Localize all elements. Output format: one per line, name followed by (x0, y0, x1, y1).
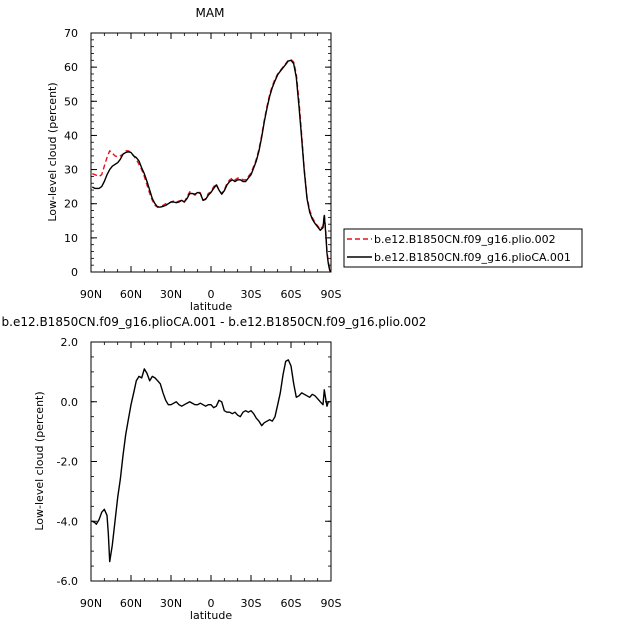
top-y-tick-label: 20 (64, 198, 78, 211)
bottom-y-tick-label: 0.0 (61, 396, 79, 409)
bottom-xlabel: latitude (190, 609, 232, 622)
top-x-tick-label: 0 (208, 288, 215, 301)
top-y-tick-label: 40 (64, 129, 78, 142)
bottom-x-tick-label: 90S (321, 597, 342, 610)
top-y-axis: 0 10 20 30 40 50 60 70 (64, 27, 331, 279)
top-x-tick-label: 30N (160, 288, 182, 301)
legend: b.e12.B1850CN.f09_g16.plio.002 b.e12.B18… (343, 228, 583, 268)
bottom-x-tick-label: 30N (160, 597, 182, 610)
bottom-x-tick-label: 30S (241, 597, 262, 610)
top-y-tick-label: 50 (64, 95, 78, 108)
bottom-title: b.e12.B1850CN.f09_g16.plioCA.001 - b.e12… (2, 315, 427, 329)
legend-label-plioca: b.e12.B1850CN.f09_g16.plioCA.001 (374, 251, 571, 264)
bottom-y-axis: -6.0 -4.0 -2.0 0.0 2.0 (57, 336, 331, 588)
top-y-tick-label: 10 (64, 232, 78, 245)
bottom-y-tick-label: -4.0 (57, 515, 78, 528)
legend-box (343, 228, 583, 268)
top-y-tick-label: 70 (64, 27, 78, 40)
top-x-tick-label: 90N (80, 288, 102, 301)
top-x-tick-label: 90S (321, 288, 342, 301)
top-y-tick-label: 0 (71, 266, 78, 279)
bottom-plot-frame (90, 341, 332, 582)
bottom-panel: b.e12.B1850CN.f09_g16.plioCA.001 - b.e12… (2, 315, 427, 622)
top-series-line-0 (92, 58, 332, 273)
top-y-tick-label: 60 (64, 61, 78, 74)
top-ylabel: Low-level cloud (percent) (46, 82, 59, 221)
top-y-tick-label: 30 (64, 164, 78, 177)
top-x-tick-label: 60N (120, 288, 142, 301)
top-x-tick-label: 60S (281, 288, 302, 301)
bottom-y-tick-label: -2.0 (57, 456, 78, 469)
top-x-axis: 90N 60N 30N 0 30S 60S 90S (80, 33, 342, 301)
bottom-ylabel: Low-level cloud (percent) (33, 391, 46, 530)
bottom-series-line-0 (91, 359, 330, 563)
bottom-x-tick-label: 90N (80, 597, 102, 610)
bottom-y-tick-label: 2.0 (61, 336, 79, 349)
legend-label-plio: b.e12.B1850CN.f09_g16.plio.002 (374, 233, 556, 246)
top-title: MAM (196, 6, 225, 20)
top-series-line-1 (91, 59, 332, 273)
bottom-x-tick-label: 60S (281, 597, 302, 610)
top-x-tick-label: 30S (241, 288, 262, 301)
bottom-x-tick-label: 0 (208, 597, 215, 610)
bottom-y-tick-label: -6.0 (57, 575, 78, 588)
bottom-x-tick-label: 60N (120, 597, 142, 610)
top-series-lines (91, 58, 332, 273)
bottom-series-lines (91, 359, 330, 563)
top-xlabel: latitude (190, 300, 232, 313)
bottom-x-axis: 90N 60N 30N 0 30S 60S 90S (80, 342, 342, 610)
